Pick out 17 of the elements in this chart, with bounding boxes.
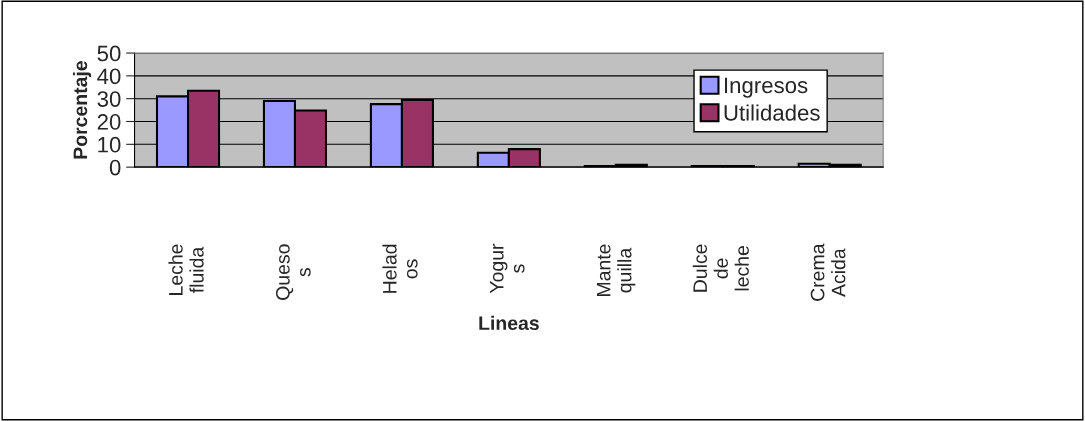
x-tick-label: Mante quilla bbox=[596, 244, 636, 296]
x-axis-title: Lineas bbox=[479, 315, 539, 331]
y-tick-label: 10 bbox=[98, 136, 121, 153]
y-tick-label: 40 bbox=[97, 68, 121, 85]
y-tick-label: 20 bbox=[97, 114, 121, 130]
y-axis-title: Porcentaje bbox=[72, 61, 92, 159]
legend-label: Utilidades bbox=[724, 104, 820, 121]
x-tick-label: Crema Acida bbox=[810, 243, 846, 301]
y-tick-label: 50 bbox=[97, 45, 121, 62]
x-tick-label: Dulce de leche bbox=[692, 244, 749, 292]
x-tick-label: Leche fluida bbox=[168, 244, 204, 295]
x-tick-label: Queso s bbox=[275, 244, 311, 300]
y-tick-label: 0 bbox=[109, 159, 121, 176]
y-tick-label: 30 bbox=[97, 91, 121, 107]
legend-label: Ingresos bbox=[724, 77, 808, 98]
x-tick-label: Helad os bbox=[382, 244, 418, 293]
x-tick-label: Yogur s bbox=[490, 243, 525, 294]
